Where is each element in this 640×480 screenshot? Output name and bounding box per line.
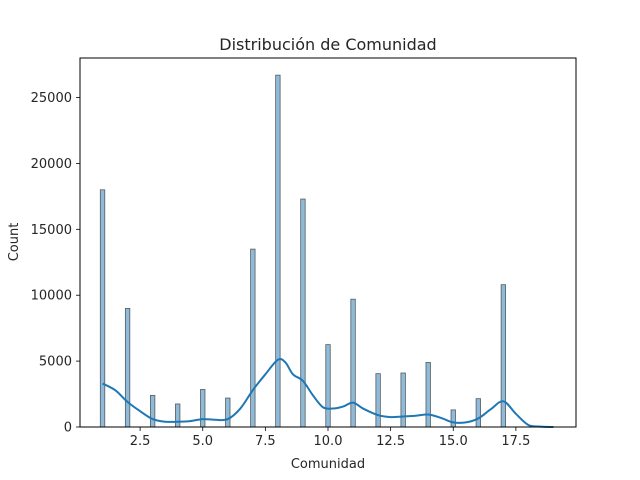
y-axis-ticks: 0 5000 10000 15000 20000 25000 <box>31 91 80 436</box>
histogram-bar <box>99 189 106 428</box>
x-tick-label: 2.5 <box>130 434 151 449</box>
histogram-bar <box>425 362 431 428</box>
histogram-bar <box>350 298 356 428</box>
chart-title: Distribución de Comunidad <box>219 35 436 54</box>
x-axis-ticks: 2.5 5.0 7.5 10.0 12.5 15.0 17.5 <box>130 427 530 449</box>
x-tick-label: 10.0 <box>314 434 343 449</box>
histogram-bar <box>475 398 481 428</box>
x-tick-label: 15.0 <box>439 434 468 449</box>
histogram-bar <box>450 409 456 428</box>
histogram-bar <box>225 397 231 428</box>
y-tick-label: 0 <box>64 421 72 436</box>
y-tick-label: 10000 <box>31 289 72 304</box>
x-tick-label: 12.5 <box>376 434 405 449</box>
histogram-bar <box>375 373 381 428</box>
histogram-bar <box>200 389 206 428</box>
y-tick-label: 5000 <box>39 355 72 370</box>
y-tick-label: 25000 <box>31 91 72 106</box>
histogram-bar <box>149 394 156 428</box>
histogram-bar <box>300 198 306 428</box>
histogram-bar <box>175 403 181 428</box>
histogram-bar <box>500 284 507 428</box>
histogram-bar <box>250 248 256 428</box>
x-axis-label: Comunidad <box>291 457 365 472</box>
x-tick-label: 5.0 <box>192 434 213 449</box>
histogram-bar <box>325 344 331 428</box>
x-tick-label: 7.5 <box>255 434 276 449</box>
y-tick-label: 15000 <box>31 223 72 238</box>
y-tick-label: 20000 <box>31 157 72 172</box>
y-axis-label: Count <box>7 223 22 262</box>
x-tick-label: 17.5 <box>501 434 530 449</box>
bars-layer <box>99 74 507 428</box>
histogram-bar <box>275 74 281 428</box>
kde-line <box>102 358 554 428</box>
histogram-bar <box>400 372 406 428</box>
histogram-bar <box>124 307 131 428</box>
